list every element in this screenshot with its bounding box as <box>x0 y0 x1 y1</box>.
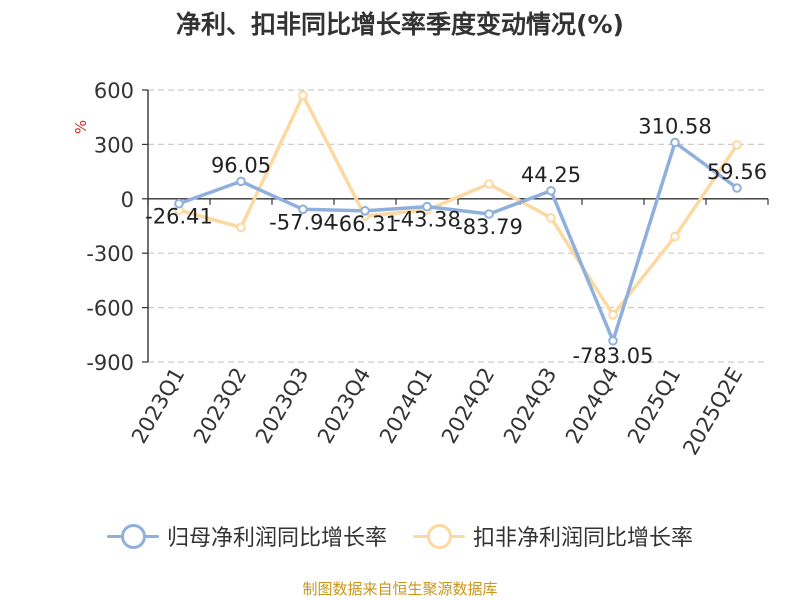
data-source-note: 制图数据来自恒生聚源数据库 <box>302 580 498 598</box>
data-label: -26.41 <box>145 205 213 229</box>
data-label: -43.38 <box>393 208 461 232</box>
series-lines <box>174 90 742 346</box>
data-labels: -26.41 96.05 -57.94-66.31-43.38-83.79 44.25… <box>145 114 767 367</box>
x-tick-label: 2023Q4 <box>313 364 375 448</box>
data-point-s0[interactable] <box>360 206 370 216</box>
data-point-s0[interactable] <box>174 198 184 209</box>
y-tick-label: -900 <box>86 351 134 375</box>
x-tick-label: 2023Q1 <box>127 364 189 448</box>
data-label: -83.79 <box>455 215 523 239</box>
data-point-s0[interactable] <box>732 183 742 193</box>
y-tick-label: -600 <box>86 297 134 321</box>
data-label: -783.05 <box>572 344 653 368</box>
data-label: -66.31 <box>331 212 399 236</box>
data-label: 96.05 <box>211 153 271 177</box>
data-point-s1[interactable] <box>670 231 680 242</box>
y-tick-label: 600 <box>94 79 134 103</box>
data-label: 44.25 <box>521 163 581 187</box>
data-point-s1[interactable] <box>732 140 742 150</box>
y-tick-label: 0 <box>121 188 134 212</box>
data-point-s0[interactable] <box>546 185 556 196</box>
x-tick-label: 2024Q2 <box>437 364 499 448</box>
legend-label-deducted-profit: 扣非净利润同比增长率 <box>473 526 694 551</box>
legend-marker-net-profit <box>106 522 159 550</box>
data-point-s0[interactable] <box>422 201 432 212</box>
y-tick-label: 300 <box>94 133 134 157</box>
data-point-s1[interactable] <box>236 222 246 233</box>
series-line-0 <box>177 140 739 343</box>
x-tick-label: 2024Q3 <box>499 364 561 448</box>
data-point-s0[interactable] <box>670 137 680 148</box>
data-point-s1[interactable] <box>298 90 308 101</box>
x-tick-label: 2023Q3 <box>251 364 313 448</box>
data-label: 59.56 <box>707 160 767 184</box>
x-tick-label: 2024Q1 <box>375 364 437 448</box>
y-tick-label: -300 <box>86 242 134 266</box>
series-line-1 <box>177 93 739 317</box>
grid-lines <box>148 89 768 363</box>
data-point-s1[interactable] <box>546 213 556 223</box>
data-point-s0[interactable] <box>484 209 494 219</box>
legend-marker-deducted-profit <box>413 522 465 550</box>
x-tick-label: 2023Q2 <box>189 364 251 448</box>
legend-item-net-profit[interactable]: 归母净利润同比增长率 <box>106 520 387 552</box>
data-point-s0[interactable] <box>236 176 246 187</box>
legend-item-deducted-profit[interactable]: 扣非净利润同比增长率 <box>413 520 693 552</box>
data-label: 310.58 <box>638 114 711 138</box>
data-label: -57.94 <box>269 210 337 234</box>
chart-title: 净利、扣非同比增长率季度变动情况(%) <box>176 10 624 39</box>
legend-label-net-profit: 归母净利润同比增长率 <box>166 526 387 551</box>
data-point-s0[interactable] <box>608 335 618 346</box>
data-point-s0[interactable] <box>298 204 308 215</box>
data-point-s1[interactable] <box>608 310 618 320</box>
x-tick-label: 2024Q4 <box>561 364 623 448</box>
data-point-s1[interactable] <box>484 179 494 189</box>
x-tick-label: 2025Q1 <box>623 364 685 448</box>
x-tick-label: 2025Q2E <box>678 364 747 460</box>
legend[interactable]: 归母净利润同比增长率 扣非净利润同比增长率 <box>0 520 800 552</box>
